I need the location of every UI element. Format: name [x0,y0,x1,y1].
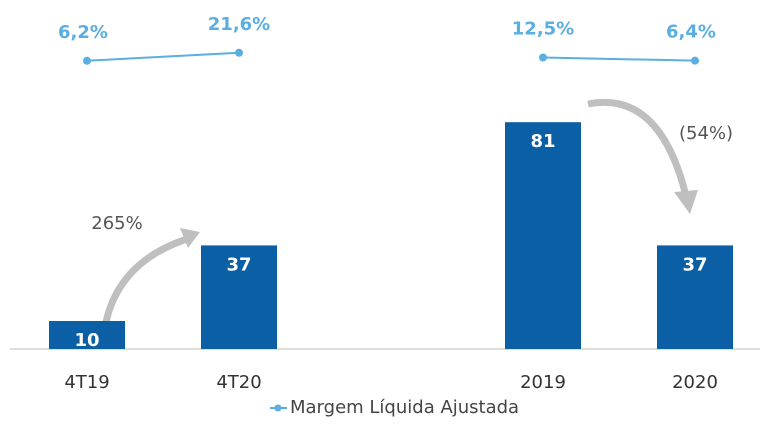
annotation: 265% [91,213,142,234]
margin-point [235,48,243,57]
bar-value-label: 37 [682,254,707,275]
margin-value-label: 12,5% [512,19,574,40]
bar-value-label: 10 [74,330,99,351]
margin-value-label: 6,4% [666,22,716,43]
bar-value-label: 81 [530,131,555,152]
margin-point [691,56,699,65]
bar [505,122,581,349]
bar [201,245,277,349]
margin-line [86,51,240,62]
legend-label: Margem Líquida Ajustada [290,397,519,418]
margin-point [83,56,91,65]
legend-marker [274,404,282,412]
annotation: (54%) [679,123,733,144]
bar-value-label: 37 [226,254,251,275]
bar [49,321,125,349]
margin-line [542,56,696,62]
growth-arrow [102,228,200,323]
margin-value-label: 21,6% [208,14,270,35]
bar [657,245,733,349]
x-tick-label: 4T20 [216,372,261,393]
margin-value-label: 6,2% [58,22,108,43]
x-tick-label: 2019 [520,372,566,393]
x-tick-label: 4T19 [64,372,109,393]
decline-arrow [587,99,698,214]
margin-point [539,53,547,62]
x-tick-label: 2020 [672,372,718,393]
